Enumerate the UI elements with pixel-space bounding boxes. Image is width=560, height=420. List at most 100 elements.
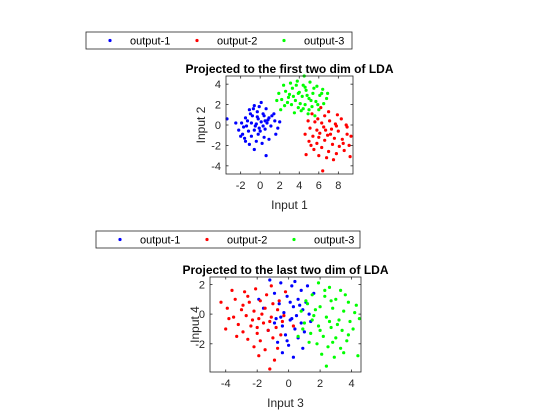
data-point-output-3-14 <box>324 315 328 319</box>
data-point-output-3-36 <box>329 299 333 303</box>
data-point-output-2-23 <box>332 136 336 140</box>
data-point-output-2-30 <box>263 348 267 352</box>
data-point-output-2-31 <box>312 147 316 152</box>
data-point-output-2-8 <box>225 306 229 310</box>
data-point-output-2-15 <box>322 125 326 129</box>
data-point-output-1-28 <box>256 132 260 136</box>
data-point-output-1-3 <box>290 284 294 288</box>
data-point-output-2-2 <box>254 287 258 291</box>
data-point-output-2-18 <box>236 322 240 327</box>
legend-marker-3 <box>292 237 296 242</box>
data-point-output-1-38 <box>248 112 252 116</box>
data-point-output-2-14 <box>244 314 248 318</box>
data-point-output-3-14 <box>318 93 322 97</box>
data-point-output-2-2 <box>327 110 331 114</box>
data-point-output-2-14 <box>315 128 319 132</box>
data-point-output-2-19 <box>249 324 253 328</box>
data-point-output-3-27 <box>310 105 314 109</box>
data-point-output-2-25 <box>349 134 353 138</box>
legend: output-1 output-2 output-3 <box>85 31 353 50</box>
data-point-output-1-13 <box>294 314 299 318</box>
data-point-output-1-22 <box>252 128 256 132</box>
data-point-output-2-20 <box>261 321 266 325</box>
data-point-output-3-41 <box>318 328 322 332</box>
data-point-output-3-27 <box>326 345 330 349</box>
data-point-output-2-35 <box>342 148 346 153</box>
data-point-output-2-39 <box>348 155 352 159</box>
data-point-output-2-8 <box>313 120 317 124</box>
data-point-output-2-38 <box>331 158 336 162</box>
data-point-output-3-48 <box>303 85 307 89</box>
data-point-output-3-28 <box>339 346 343 350</box>
data-point-output-1-13 <box>240 121 244 125</box>
data-point-output-3-23 <box>321 334 325 338</box>
data-point-output-3-45 <box>291 94 295 98</box>
data-point-output-2-49 <box>334 124 338 128</box>
data-point-output-3-35 <box>325 96 329 101</box>
data-point-output-2-32 <box>320 145 324 150</box>
x-tick-label: -2 <box>252 378 262 390</box>
legend-marker-3 <box>282 38 286 43</box>
data-point-output-1-18 <box>265 121 269 125</box>
data-point-output-3-13 <box>312 314 316 318</box>
data-point-output-3-38 <box>312 86 316 90</box>
data-point-output-3-42 <box>327 319 332 324</box>
data-point-output-1-53 <box>257 105 261 109</box>
x-tick-label: -4 <box>221 378 231 390</box>
data-point-output-2-7 <box>306 119 310 123</box>
data-point-output-3-25 <box>345 339 349 343</box>
data-point-output-2-10 <box>328 119 332 123</box>
data-point-output-2-4 <box>233 297 237 301</box>
data-point-output-3-24 <box>334 336 338 340</box>
data-point-output-3-19 <box>329 325 333 330</box>
data-point-output-2-17 <box>336 129 340 133</box>
data-point-output-1-23 <box>246 129 251 133</box>
legend-label-2: output-2 <box>227 235 267 247</box>
x-axis-label: Input 1 <box>271 198 308 212</box>
data-point-output-2-38 <box>283 290 288 294</box>
data-point-output-3-4 <box>310 293 314 297</box>
data-point-output-1-37 <box>293 279 297 284</box>
data-point-output-3-49 <box>307 108 311 112</box>
data-point-output-2-5 <box>323 114 327 118</box>
data-point-output-3-6 <box>334 297 338 301</box>
data-point-output-2-17 <box>280 319 284 324</box>
data-point-output-2-50 <box>317 135 321 139</box>
data-point-output-2-43 <box>277 299 281 303</box>
data-point-output-3-46 <box>342 351 346 355</box>
legend-label-1: output-1 <box>140 235 180 247</box>
x-tick-label: 4 <box>349 378 355 390</box>
data-point-output-2-47 <box>282 314 286 318</box>
data-point-output-3-20 <box>307 96 311 101</box>
data-point-output-2-29 <box>252 345 256 349</box>
data-point-output-1-15 <box>274 317 278 321</box>
data-point-output-2-22 <box>241 330 245 334</box>
data-point-output-1-26 <box>243 136 247 140</box>
data-point-output-2-40 <box>304 153 308 157</box>
data-point-output-1-5 <box>272 291 277 295</box>
data-point-output-3-32 <box>356 354 360 358</box>
data-point-output-1-15 <box>249 121 253 125</box>
data-point-output-2-34 <box>268 367 272 371</box>
data-point-output-1-33 <box>247 142 251 146</box>
data-point-output-1-6 <box>272 112 276 116</box>
legend-marker-1 <box>108 38 112 43</box>
data-point-output-1-1 <box>252 104 256 108</box>
data-point-output-1-41 <box>278 120 282 124</box>
data-point-output-3-39 <box>313 308 317 312</box>
data-point-output-2-3 <box>335 113 339 117</box>
y-tick-label: 4 <box>215 79 221 91</box>
data-point-output-1-25 <box>237 128 241 132</box>
data-point-output-3-8 <box>277 91 281 95</box>
data-point-output-1-19 <box>293 327 297 331</box>
x-tick-label: 8 <box>335 180 341 192</box>
data-point-output-2-7 <box>271 302 275 306</box>
data-point-output-3-8 <box>305 302 310 306</box>
data-point-output-3-5 <box>308 80 312 84</box>
data-point-output-3-18 <box>316 324 321 328</box>
data-point-output-2-21 <box>274 325 278 330</box>
data-point-output-3-48 <box>310 318 314 322</box>
data-point-output-2-22 <box>326 133 330 137</box>
data-point-output-3-34 <box>299 309 303 313</box>
data-point-output-1-50 <box>239 134 243 138</box>
